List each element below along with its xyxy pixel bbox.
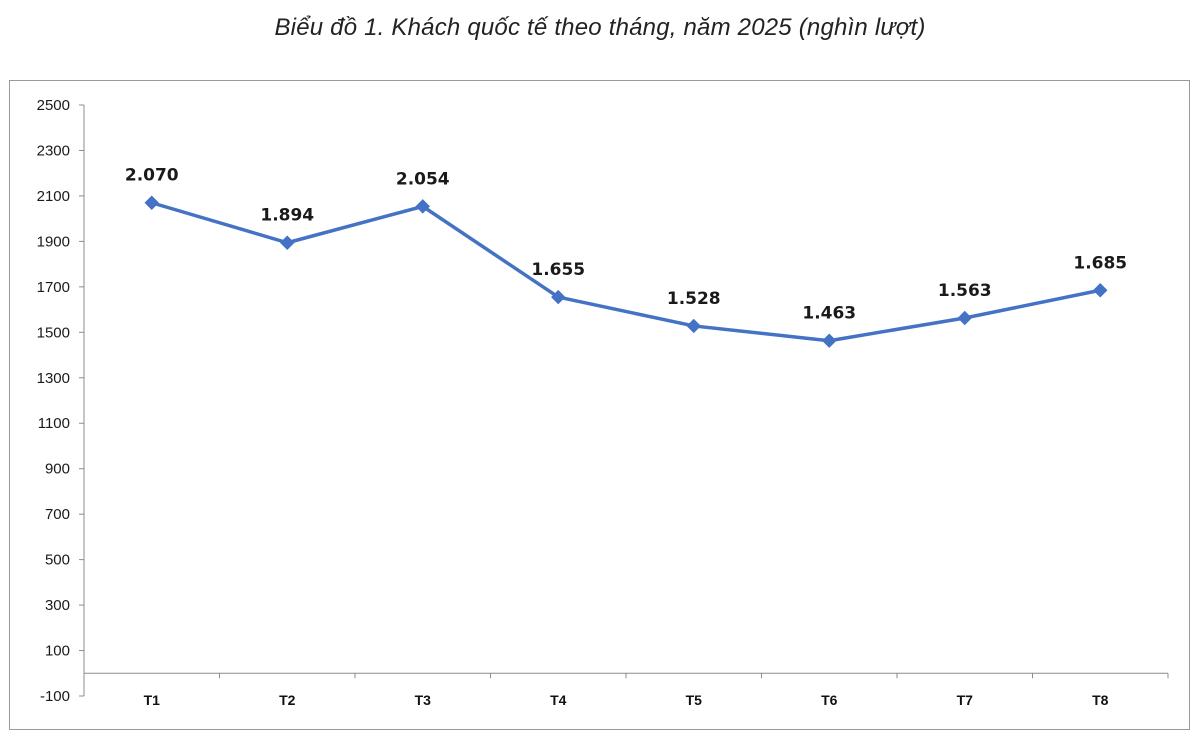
y-tick-label: 900: [45, 461, 70, 478]
y-tick-label: 2300: [37, 142, 70, 159]
y-tick-label: 500: [45, 552, 70, 569]
x-tick-label: T3: [415, 692, 432, 708]
data-point-marker: [415, 199, 430, 214]
data-point-marker: [551, 289, 566, 305]
series-line-group: [150, 200, 1102, 343]
x-axis-ticks: T1 T2 T3 T4 T5 T6 T7 T8: [83, 673, 1169, 708]
x-tick-label: T8: [1092, 692, 1109, 708]
chart-title: Biểu đồ 1. Khách quốc tế theo tháng, năm…: [274, 14, 926, 41]
data-label: 2.070: [125, 166, 179, 186]
data-labels: 2.070 1.894 2.054 1.655 1.528 1.463 1.563 1.685: [125, 166, 1127, 324]
x-tick-label: T5: [686, 692, 703, 708]
y-axis-ticks: -100 100 300 500 700 900 1100 1300 1500 1700 1900 2…: [37, 97, 84, 705]
axes: [83, 105, 1168, 696]
data-point-marker: [1093, 283, 1108, 298]
data-label: 1.463: [802, 304, 856, 324]
data-point-marker: [144, 195, 159, 210]
data-points: [144, 195, 1108, 348]
data-point-marker: [957, 310, 972, 326]
y-tick-label: 1900: [37, 233, 70, 250]
y-tick-label: 1700: [37, 279, 70, 296]
data-point-marker: [280, 235, 295, 250]
y-tick-label: 100: [45, 643, 70, 660]
y-tick-label: 2500: [37, 97, 70, 114]
y-tick-label: 700: [45, 506, 70, 523]
y-tick-label: -100: [40, 688, 70, 705]
y-tick-label: 2100: [37, 188, 70, 205]
x-tick-label: T6: [821, 692, 838, 708]
y-tick-label: 1500: [37, 324, 70, 341]
x-tick-label: T1: [144, 692, 161, 708]
x-tick-label: T2: [279, 692, 296, 708]
data-label: 1.894: [260, 206, 314, 226]
series-line: [150, 200, 1102, 343]
data-label: 1.685: [1073, 253, 1127, 273]
x-tick-label: T7: [957, 692, 974, 708]
data-label: 1.655: [531, 260, 585, 280]
x-tick-label: T4: [550, 692, 567, 708]
data-point-marker: [686, 318, 701, 334]
data-label: 2.054: [396, 169, 450, 189]
y-tick-label: 1300: [37, 370, 70, 387]
data-label: 1.528: [667, 289, 721, 309]
data-point-marker: [822, 333, 837, 348]
chart-frame: [9, 80, 1190, 730]
y-tick-label: 1100: [38, 415, 70, 432]
data-label: 1.563: [938, 281, 992, 301]
y-tick-label: 300: [45, 597, 70, 614]
